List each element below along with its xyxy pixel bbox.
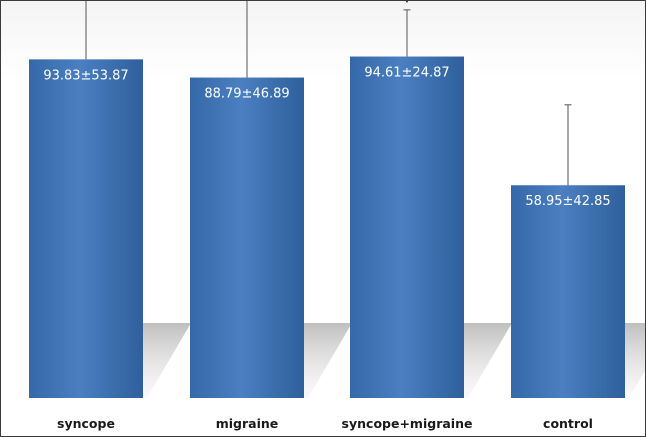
bars — [29, 56, 625, 398]
bar-shadows — [143, 323, 645, 398]
category-label-migraine: migraine — [216, 416, 279, 431]
bar-shadow-migraine — [304, 323, 352, 398]
significance-mark-syncope-migraine: * — [403, 1, 412, 12]
data-label-syncope-migraine: 94.61±24.87 — [364, 66, 449, 81]
data-label-syncope: 93.83±53.87 — [43, 68, 128, 83]
data-label-control: 58.95±42.85 — [525, 194, 610, 209]
labels: *93.83±53.87syncope*88.79±46.89migraine*… — [43, 1, 611, 431]
category-label-syncope: syncope — [57, 416, 115, 431]
bar-syncope — [29, 59, 143, 398]
data-label-migraine: 88.79±46.89 — [204, 87, 289, 102]
bar-shadow-syncope — [143, 323, 191, 398]
bar-shadow-control — [625, 323, 645, 398]
bar-shadow-syncope-migraine — [464, 323, 512, 398]
bar-migraine — [190, 77, 304, 398]
bar-control — [511, 185, 625, 398]
category-label-control: control — [543, 416, 593, 431]
category-label-syncope-migraine: syncope+migraine — [342, 416, 473, 431]
bar-syncope-migraine — [350, 56, 464, 398]
